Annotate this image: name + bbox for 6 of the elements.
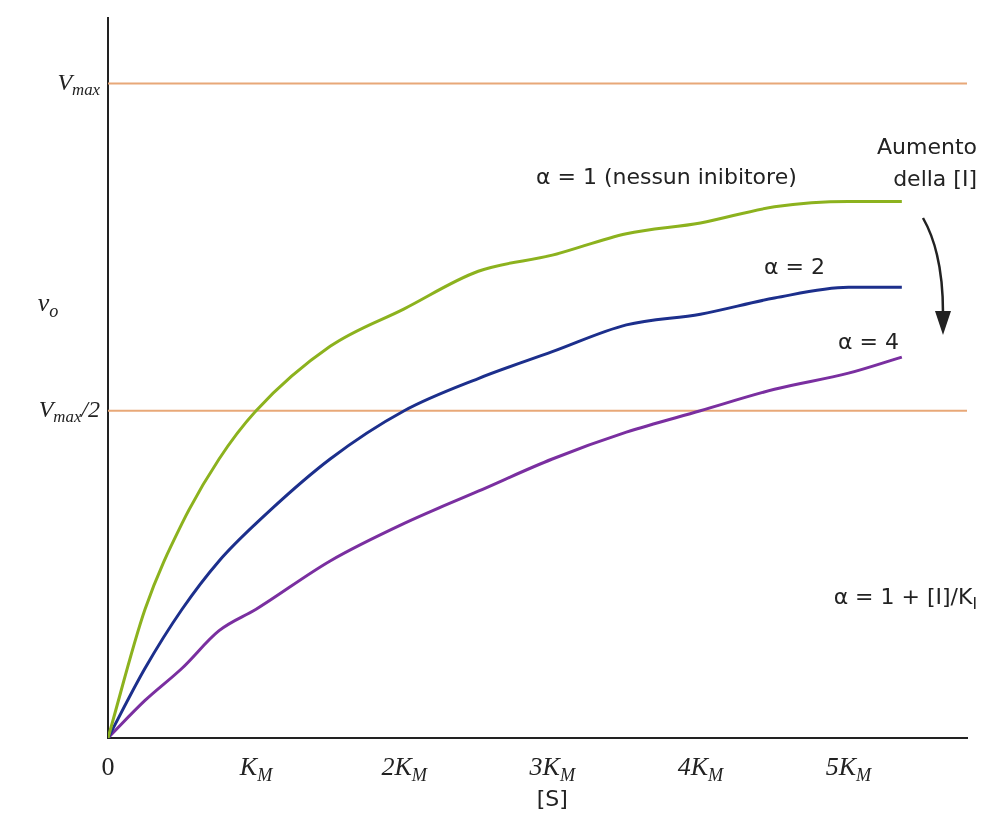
x-axis-title: [S] <box>536 785 568 811</box>
x-tick-label: 0 <box>101 751 115 781</box>
series-label: α = 1 (nessun inibitore) <box>535 164 797 190</box>
series-label: α = 4 <box>838 328 899 354</box>
series-label: α = 2 <box>764 253 825 279</box>
text: Aumento della [I] <box>877 133 978 191</box>
